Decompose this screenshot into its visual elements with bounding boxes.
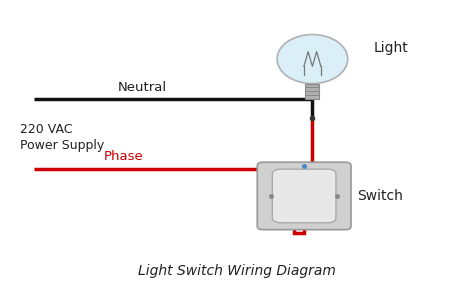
Text: Phase: Phase [104,150,144,163]
Text: Switch: Switch [357,189,403,203]
FancyBboxPatch shape [305,84,319,100]
Ellipse shape [277,35,348,84]
Text: Neutral: Neutral [118,81,167,94]
Text: Power Supply: Power Supply [20,139,104,152]
Text: Light Switch Wiring Diagram: Light Switch Wiring Diagram [138,264,336,278]
FancyBboxPatch shape [273,169,336,223]
FancyBboxPatch shape [257,162,351,230]
Text: 220 VAC: 220 VAC [20,123,73,136]
Text: Light: Light [374,40,409,54]
